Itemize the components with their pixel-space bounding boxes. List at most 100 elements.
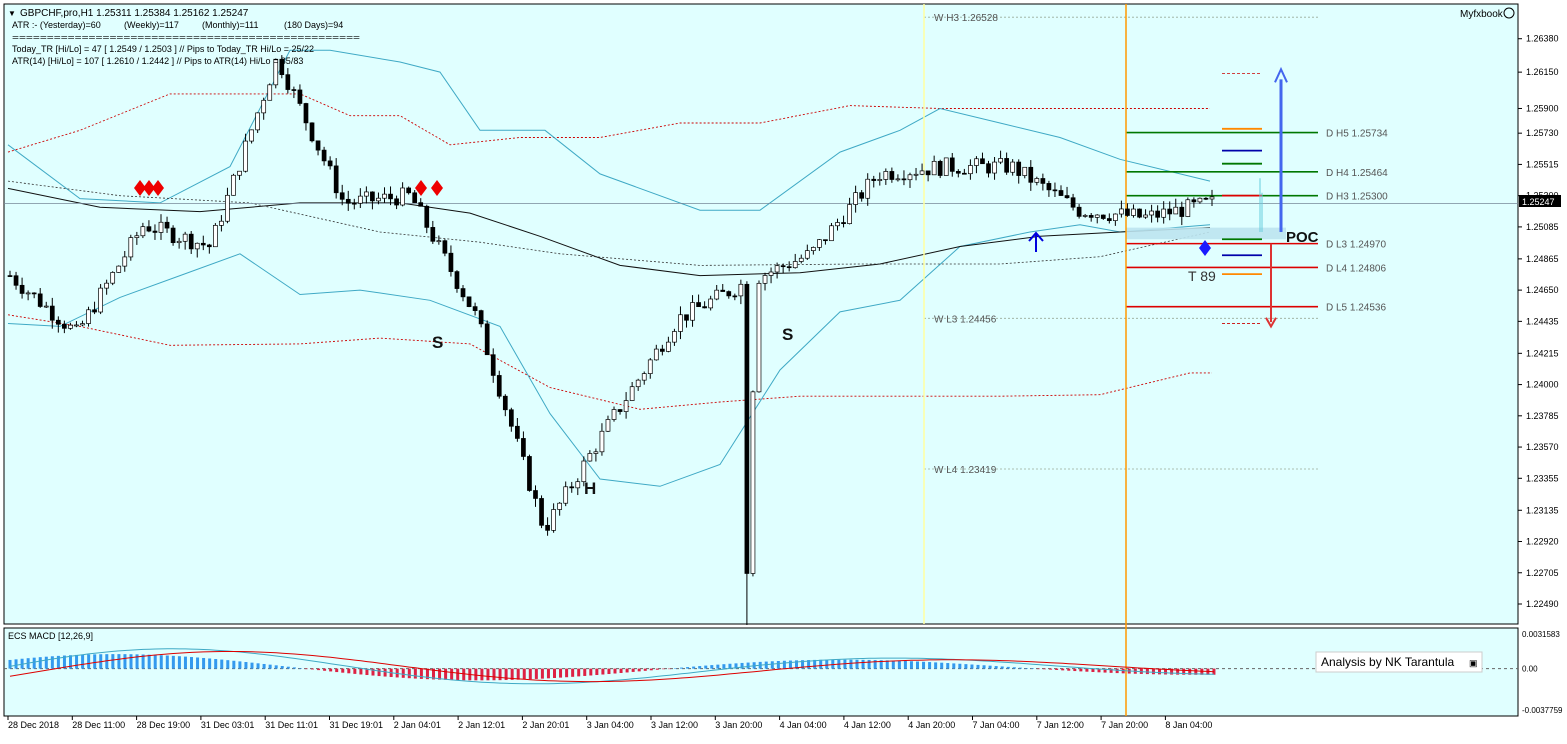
candle-bear [889,171,895,180]
time-tick-label: 28 Dec 11:00 [72,720,125,730]
candle-bear [442,240,448,254]
candle-bull [635,379,641,388]
candle-bull [605,419,611,432]
candle-bear [170,227,176,244]
macd-histogram-bar [214,659,218,669]
candle-bear [786,266,792,269]
candle-bull [140,226,146,237]
candle-bear [303,103,309,124]
macd-histogram-bar [286,666,290,669]
candle-bull [756,282,762,393]
candle-bull [122,256,128,267]
candle-bear [1004,158,1009,173]
macd-histogram-bar [970,664,974,669]
candle-bull [678,314,683,332]
candle-bull [968,165,973,175]
atr-yesterday: ATR :- (Yesterday)=60 [12,20,101,30]
macd-histogram-bar [686,667,690,669]
macd-histogram-bar [704,665,708,669]
candle-bear [937,160,943,176]
macd-histogram-bar [111,654,115,669]
macd-histogram-bar [262,663,266,669]
macd-histogram-bar [589,668,593,676]
candle-bull [1185,199,1191,217]
macd-histogram-bar [335,668,339,673]
macd-histogram-bar [1109,668,1113,673]
candle-bear [744,283,750,574]
shoulder-right-label: S [782,325,793,344]
collapse-icon[interactable]: ▼ [8,9,16,18]
macd-histogram-bar [165,655,169,669]
macd-histogram-bar [75,654,79,669]
candle-bear [37,293,43,307]
macd-histogram-bar [958,663,962,669]
weekly-level-label: W H3 1.26528 [934,13,998,24]
time-tick-label: 8 Jan 04:00 [1165,720,1212,730]
candle-bear [291,89,297,91]
candle-bull [877,179,883,181]
candle-bear [1040,178,1046,184]
macd-histogram-bar [928,662,932,669]
analysis-close-icon[interactable]: ▣ [1469,658,1478,668]
time-tick-label: 2 Jan 12:01 [458,720,505,730]
myfxbook-icon[interactable] [1503,7,1515,19]
candle-bear [394,198,399,206]
macd-histogram-bar [250,662,254,669]
candle-bear [1167,208,1173,215]
macd-histogram-bar [716,664,720,669]
candle-bear [859,192,865,199]
candle-bear [545,524,550,531]
macd-histogram-bar [1073,668,1077,672]
candle-bull [714,289,720,300]
candle-bull [853,192,858,205]
candle-bull [194,242,200,250]
candle-bear [617,409,623,412]
macd-histogram-bar [1194,668,1198,675]
macd-plot-area[interactable] [3,627,1519,717]
moving-average [7,187,1211,277]
macd-histogram-bar [807,660,811,669]
time-tick-label: 31 Dec 03:01 [201,720,255,730]
candle-bear [569,486,575,489]
macd-histogram-bar [1158,668,1161,675]
candle-bear [1155,210,1160,218]
candle-bull [400,187,405,206]
candle-bull [176,240,182,244]
candle-bull [255,112,260,131]
macd-histogram-bar [903,660,907,669]
candle-bear [1088,215,1094,218]
candle-bull [158,221,164,233]
macd-histogram-bar [359,668,363,675]
macd-histogram-bar [365,668,369,676]
macd-histogram-bar [20,658,24,669]
poc-zone [1126,227,1286,240]
candle-bear [478,310,484,325]
candle-bear [726,291,732,297]
macd-histogram-bar [916,661,919,669]
candle-bull [1143,214,1148,218]
macd-histogram-bar [740,662,744,669]
price-tick-label: 1.22920 [1526,537,1559,547]
macd-histogram-bar [692,666,696,669]
buy-diamond-icon [1199,240,1211,256]
candle-bull [992,161,997,174]
candle-bear [1064,195,1070,199]
macd-histogram-bar [1024,668,1028,669]
macd-histogram-bar [202,657,206,669]
atr-180days: (180 Days)=94 [284,20,343,30]
macd-histogram-bar [304,668,308,670]
candle-bull [974,158,979,166]
candle-bear [732,295,738,298]
candle-bull [231,174,236,196]
candle-bear [684,314,689,321]
macd-histogram-bar [982,665,986,669]
candle-bear [285,74,291,90]
macd-histogram-bar [298,668,302,669]
macd-histogram-bar [1030,668,1034,669]
macd-histogram-bar [81,654,85,669]
candle-bear [297,89,303,104]
macd-histogram-bar [14,659,18,669]
atr-monthly: (Monthly)=111 [202,20,258,30]
